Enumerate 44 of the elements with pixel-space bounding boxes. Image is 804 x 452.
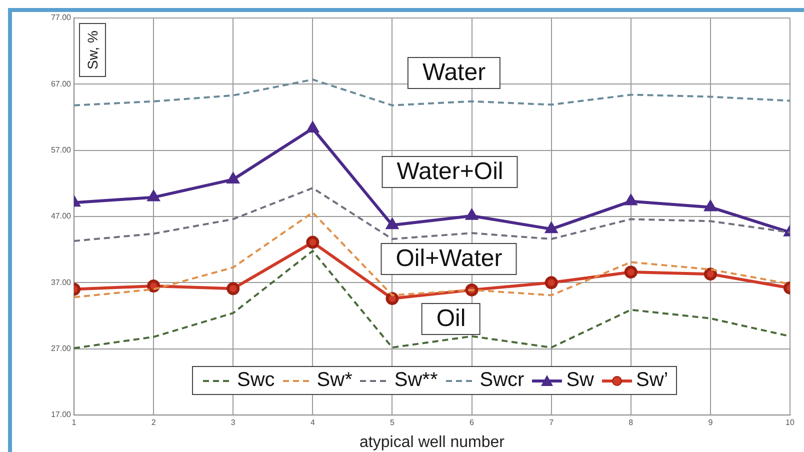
y-tick-label: 77.00 <box>50 13 72 22</box>
legend-label: Swcr <box>480 369 524 392</box>
point <box>704 200 716 212</box>
y-tick-label: 27.00 <box>50 344 72 354</box>
legend-label: Sw <box>566 369 594 392</box>
point <box>306 236 320 249</box>
line-series <box>74 78 790 106</box>
annotation: Oil <box>421 303 481 335</box>
annotation: Oil+Water <box>380 243 518 275</box>
x-tick-label: 6 <box>470 418 475 428</box>
y-tick-label: 47.00 <box>50 212 72 221</box>
x-tick-label: 7 <box>549 418 554 428</box>
y-tick-label: 37.00 <box>50 278 72 287</box>
x-tick-label: 9 <box>708 418 714 428</box>
x-axis-title: atypical well number <box>360 434 506 451</box>
point <box>704 268 717 281</box>
point <box>148 190 160 202</box>
point <box>227 172 239 184</box>
y-tick-label: 17.00 <box>50 410 72 420</box>
point <box>306 122 318 132</box>
y-tick-label: 67.00 <box>50 79 72 88</box>
y-tick-label: 57.00 <box>50 146 72 155</box>
point <box>624 266 638 279</box>
point <box>466 209 478 220</box>
x-tick-label: 4 <box>310 418 316 428</box>
x-tick-label: 1 <box>72 418 77 428</box>
annotation: Water+Oil <box>382 156 518 188</box>
x-tick-label: 8 <box>628 418 634 428</box>
legend-label: Sw* <box>316 369 352 392</box>
legend-label: Sw** <box>394 369 438 392</box>
x-tick-label: 2 <box>151 418 156 428</box>
point <box>386 218 398 230</box>
x-tick-label: 3 <box>230 418 236 428</box>
y-axis-title: Sw, % <box>84 30 100 70</box>
x-tick-label: 10 <box>786 418 795 428</box>
point <box>546 222 558 234</box>
legend-label: Sw’ <box>636 369 668 392</box>
x-tick-label: 5 <box>390 418 395 428</box>
point <box>625 194 637 206</box>
legend-label: Swc <box>237 369 275 392</box>
annotation: Water <box>407 57 501 89</box>
line-series <box>74 187 790 242</box>
point <box>226 282 240 296</box>
point <box>544 276 558 290</box>
